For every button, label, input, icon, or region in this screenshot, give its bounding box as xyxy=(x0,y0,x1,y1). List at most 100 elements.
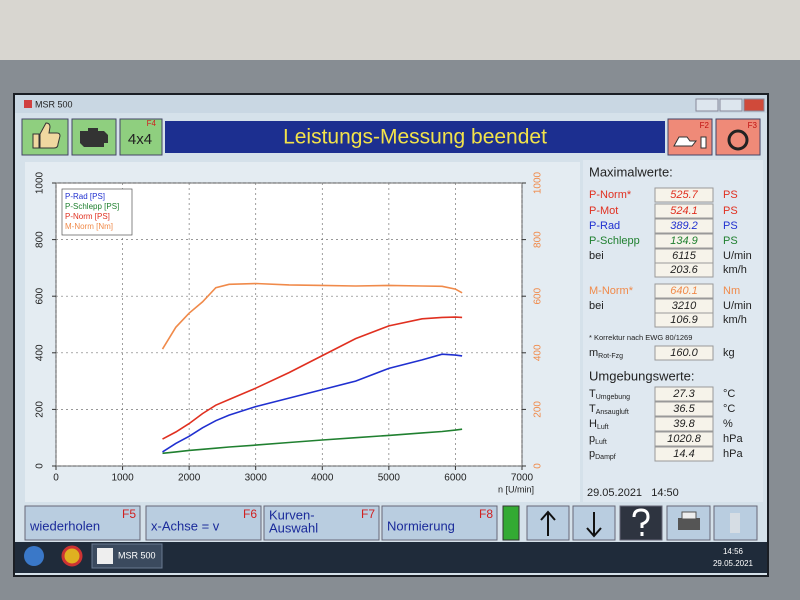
y-tick-label: 1000 xyxy=(35,171,46,194)
y-tick-label: 400 xyxy=(35,344,46,361)
symbol-label: pDampf xyxy=(589,448,616,461)
value: 525.7 xyxy=(670,189,698,201)
function-key[interactable] xyxy=(381,505,498,541)
function-key-code: F6 xyxy=(243,507,257,521)
value: 36.5 xyxy=(673,403,695,415)
title-bar xyxy=(165,121,665,153)
value: 160.0 xyxy=(670,347,698,359)
value: 14.4 xyxy=(673,448,694,460)
x-tick-label: 3000 xyxy=(245,473,268,484)
row-unit: °C xyxy=(723,403,735,415)
printer-icon xyxy=(678,518,700,530)
value: 203.6 xyxy=(669,264,698,276)
vehicle-button[interactable] xyxy=(667,118,713,156)
row-unit: PS xyxy=(723,235,738,247)
y2-tick-label: 1000 xyxy=(533,171,544,194)
x-axis-label: n [U/min] xyxy=(498,484,534,494)
x-tick-label: 5000 xyxy=(378,473,401,484)
function-key[interactable] xyxy=(145,505,262,541)
value-box xyxy=(654,312,714,328)
row-unit: U/min xyxy=(723,300,752,312)
row-unit: PS xyxy=(723,205,738,217)
value-box xyxy=(654,345,714,361)
taskbar-app-icon xyxy=(97,548,113,564)
value: 6115 xyxy=(672,250,697,262)
key-label: F2 xyxy=(700,121,710,130)
value: 389.2 xyxy=(670,220,698,232)
legend-entry: P-Rad [PS] xyxy=(65,192,105,201)
value-box xyxy=(654,262,714,278)
panel-title: Maximalwerte: xyxy=(589,164,673,179)
value-box xyxy=(654,233,714,249)
y-tick-label: 600 xyxy=(35,287,46,304)
clock-date: 29.05.2021 xyxy=(713,559,754,568)
value-box xyxy=(654,283,714,299)
maximize-button[interactable] xyxy=(719,98,743,112)
title-strip xyxy=(15,95,767,113)
symbol-label: TUmgebung xyxy=(589,388,630,401)
x-tick-label: 7000 xyxy=(511,473,534,484)
vehicle-icon-part xyxy=(700,136,707,149)
series-line xyxy=(162,353,463,453)
value: 27.3 xyxy=(672,388,695,400)
row-label: P-Norm* xyxy=(589,189,632,201)
function-key-label: Auswahl xyxy=(269,520,318,535)
value: 3210 xyxy=(672,300,697,312)
mode-button[interactable] xyxy=(119,118,163,156)
close-button[interactable] xyxy=(743,98,765,112)
vehicle-icon xyxy=(673,136,698,147)
printer-paper xyxy=(681,511,697,520)
row-unit: km/h xyxy=(723,264,747,276)
value: 134.9 xyxy=(670,235,698,247)
engine-icon xyxy=(80,128,108,147)
symbol-label: mRot-Fzg xyxy=(589,347,623,360)
series-line xyxy=(162,428,463,455)
value: 39.8 xyxy=(673,418,695,430)
panel-title: Umgebungswerte: xyxy=(589,368,695,383)
value-box xyxy=(654,431,714,447)
value-box xyxy=(654,203,714,219)
x-tick-label: 6000 xyxy=(444,473,467,484)
status-indicator xyxy=(502,505,520,541)
symbol: p xyxy=(589,448,595,460)
y2-tick-label: 0 xyxy=(533,463,544,469)
page-title: Leistungs-Messung beendet xyxy=(283,126,547,149)
y2-tick-label: 800 xyxy=(533,231,544,248)
function-key[interactable] xyxy=(263,505,380,541)
symbol-sub: Dampf xyxy=(595,454,616,461)
symbol: H xyxy=(589,418,597,430)
row-unit: U/min xyxy=(723,250,752,262)
row-unit: kg xyxy=(723,347,735,359)
legend-entry: P-Norm [PS] xyxy=(65,212,110,221)
symbol-sub: Luft xyxy=(595,439,607,446)
value: 106.9 xyxy=(670,314,698,326)
function-key-code: F8 xyxy=(479,507,493,521)
symbol-label: TAnsaugluft xyxy=(589,403,629,416)
clock-time: 14:56 xyxy=(723,547,744,556)
timestamp: 29.05.2021 14:50 xyxy=(587,487,679,499)
symbol-sub: Rot-Fzg xyxy=(598,353,623,360)
x-tick-label: 2000 xyxy=(178,473,201,484)
up-arrow xyxy=(540,510,556,536)
footnote: * Korrektur nach EWG 80/1269 xyxy=(589,333,692,342)
row-label: P-Schlepp xyxy=(589,235,640,247)
symbol: m xyxy=(589,347,598,359)
row-label: bei xyxy=(589,300,604,312)
start-button[interactable] xyxy=(24,546,44,566)
row-unit: % xyxy=(723,418,733,430)
y2-tick-label: 200 xyxy=(533,401,544,418)
minimize-button[interactable] xyxy=(695,98,719,112)
help-icon xyxy=(632,508,650,536)
x-tick-label: 1000 xyxy=(111,473,134,484)
symbol-sub: Luft xyxy=(597,424,609,431)
y-tick-label: 200 xyxy=(35,401,46,418)
function-key[interactable] xyxy=(24,505,141,541)
legend-entry: P-Schlepp [PS] xyxy=(65,202,119,211)
value-box xyxy=(654,218,714,234)
function-key-label: x-Achse = v xyxy=(151,518,220,533)
function-key-label: Kurven- xyxy=(269,507,315,522)
disabled-icon xyxy=(730,513,740,533)
browser-icon[interactable] xyxy=(61,545,83,567)
series-line xyxy=(161,282,463,350)
